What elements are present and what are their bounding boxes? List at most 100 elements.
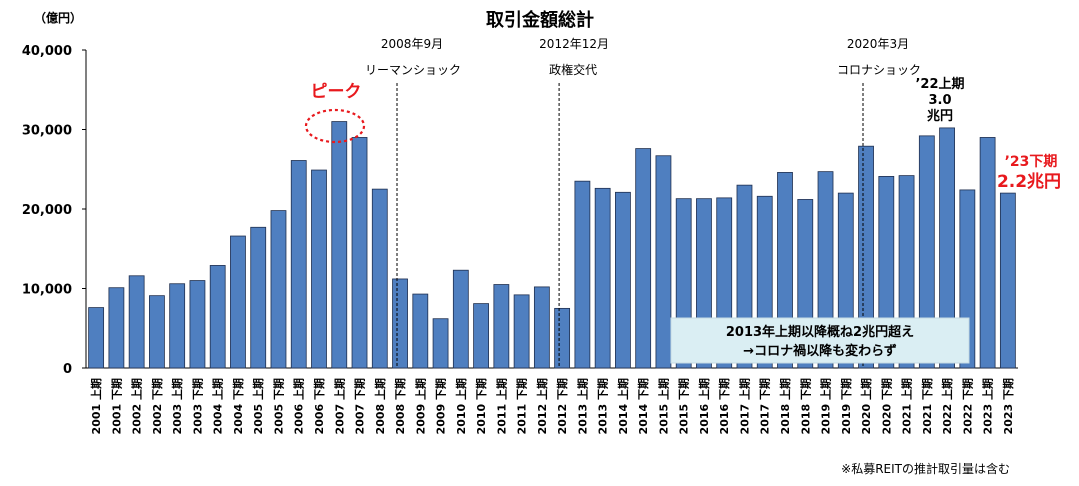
x-tick-label: 2010 上期 xyxy=(454,378,468,434)
x-tick-label: 2002 上期 xyxy=(130,378,144,434)
x-tick-label: 2008 下期 xyxy=(393,378,407,434)
bar xyxy=(250,226,267,369)
bar xyxy=(979,137,996,369)
bar xyxy=(473,303,489,369)
event-date: 2012年12月 xyxy=(539,37,609,51)
x-tick-label: 2023 上期 xyxy=(981,378,995,434)
bar xyxy=(371,188,388,369)
x-tick-label: 2017 下期 xyxy=(758,378,772,434)
bar xyxy=(290,160,307,369)
x-tick-label: 2013 下期 xyxy=(596,378,610,434)
x-tick-label: 2009 上期 xyxy=(413,378,427,434)
callout-line1: 2013年上期以降概ね2兆円超え xyxy=(726,324,914,340)
highlight-22-line3: 兆円 xyxy=(927,108,953,124)
x-tick-label: 2004 下期 xyxy=(231,378,245,434)
x-tick-label: 2022 上期 xyxy=(940,378,954,434)
bar xyxy=(169,283,186,369)
x-tick-label: 2016 上期 xyxy=(697,378,711,434)
bar xyxy=(999,192,1016,369)
x-axis-labels: 2001 上期 2001 下期 2002 上期 2002 下期 2003 上期 2003 … xyxy=(89,378,1015,434)
x-tick-label: 2005 下期 xyxy=(271,378,285,434)
x-tick-label: 2015 下期 xyxy=(677,378,691,434)
x-tick-label: 2022 下期 xyxy=(960,378,974,434)
bar xyxy=(939,127,955,369)
bar xyxy=(351,137,368,369)
y-tick-label: 40,000 xyxy=(22,44,72,59)
bar xyxy=(432,318,449,369)
x-tick-label: 2004 上期 xyxy=(211,378,225,434)
bar xyxy=(88,307,105,369)
x-tick-label: 2002 下期 xyxy=(150,378,164,434)
x-tick-label: 2018 上期 xyxy=(778,378,792,434)
y-tick-label: 30,000 xyxy=(22,124,72,139)
chart-title: 取引金額総計 xyxy=(486,9,594,31)
x-tick-label: 2010 下期 xyxy=(474,378,488,434)
event-label: リーマンショック xyxy=(365,63,461,77)
bar xyxy=(331,121,348,369)
x-tick-label: 2021 下期 xyxy=(920,378,934,434)
bar xyxy=(270,210,287,369)
x-tick-label: 2012 上期 xyxy=(535,378,549,434)
bar xyxy=(209,265,226,369)
event-date: 2008年9月 xyxy=(381,37,443,51)
event-label: 政権交代 xyxy=(549,62,597,77)
bar xyxy=(128,275,145,369)
peak-circle xyxy=(304,108,366,144)
event-date: 2020年3月 xyxy=(847,37,909,51)
x-tick-label: 2003 下期 xyxy=(190,378,204,434)
bar xyxy=(149,295,165,369)
x-tick-label: 2011 上期 xyxy=(494,378,508,434)
highlight-23-line2: 2.2兆円 xyxy=(997,172,1061,192)
x-tick-label: 2018 下期 xyxy=(798,378,812,434)
bar xyxy=(412,293,429,369)
x-tick-label: 2020 上期 xyxy=(859,378,873,434)
bar xyxy=(189,280,206,369)
x-tick-label: 2007 上期 xyxy=(332,378,346,434)
x-tick-label: 2016 下期 xyxy=(717,378,731,434)
x-tick-label: 2017 上期 xyxy=(737,378,751,434)
x-tick-label: 2021 上期 xyxy=(900,378,914,434)
bar xyxy=(554,307,571,369)
bar xyxy=(513,294,530,369)
highlight-22-line1: ’22上期 xyxy=(915,77,964,92)
bar xyxy=(615,191,631,369)
y-tick-label: 10,000 xyxy=(22,283,72,298)
bar xyxy=(635,148,652,369)
x-tick-label: 2011 下期 xyxy=(515,378,529,434)
x-tick-label: 2019 上期 xyxy=(819,378,833,434)
x-tick-label: 2001 上期 xyxy=(89,378,103,434)
footnote: ※私募REITの推計取引量は含む xyxy=(841,461,1010,476)
x-tick-label: 2001 下期 xyxy=(109,378,123,434)
x-tick-label: 2006 上期 xyxy=(292,378,306,434)
highlight-22-line2: 3.0 xyxy=(928,93,951,108)
x-tick-label: 2003 上期 xyxy=(170,378,184,434)
x-tick-label: 2015 上期 xyxy=(656,378,670,434)
bar xyxy=(311,169,327,369)
bar xyxy=(493,284,510,369)
highlight-23-line1: ’23下期 xyxy=(1005,154,1058,170)
callout-box xyxy=(670,317,970,364)
bar xyxy=(533,286,550,369)
bar xyxy=(918,135,935,369)
x-tick-label: 2009 下期 xyxy=(434,378,448,434)
x-tick-label: 2014 上期 xyxy=(616,378,630,434)
event-label: コロナショック xyxy=(837,63,921,77)
callout-line2: →コロナ禍以降も変わらず xyxy=(743,343,897,359)
x-tick-label: 2014 下期 xyxy=(636,378,650,434)
bar xyxy=(108,287,125,369)
y-tick-label: 20,000 xyxy=(22,203,72,218)
x-tick-label: 2019 下期 xyxy=(839,378,853,434)
bar xyxy=(858,145,874,369)
x-tick-label: 2023 下期 xyxy=(1001,378,1015,434)
x-tick-label: 2008 上期 xyxy=(373,378,387,434)
y-tick-label: 0 xyxy=(63,362,72,377)
bar xyxy=(574,180,591,369)
x-tick-label: 2006 下期 xyxy=(312,378,326,434)
x-tick-label: 2007 下期 xyxy=(353,378,367,434)
y-unit-label: （億円） xyxy=(34,10,82,25)
x-tick-label: 2013 上期 xyxy=(575,378,589,434)
x-tick-label: 2020 下期 xyxy=(879,378,893,434)
bar xyxy=(452,269,469,369)
bar xyxy=(594,187,611,369)
